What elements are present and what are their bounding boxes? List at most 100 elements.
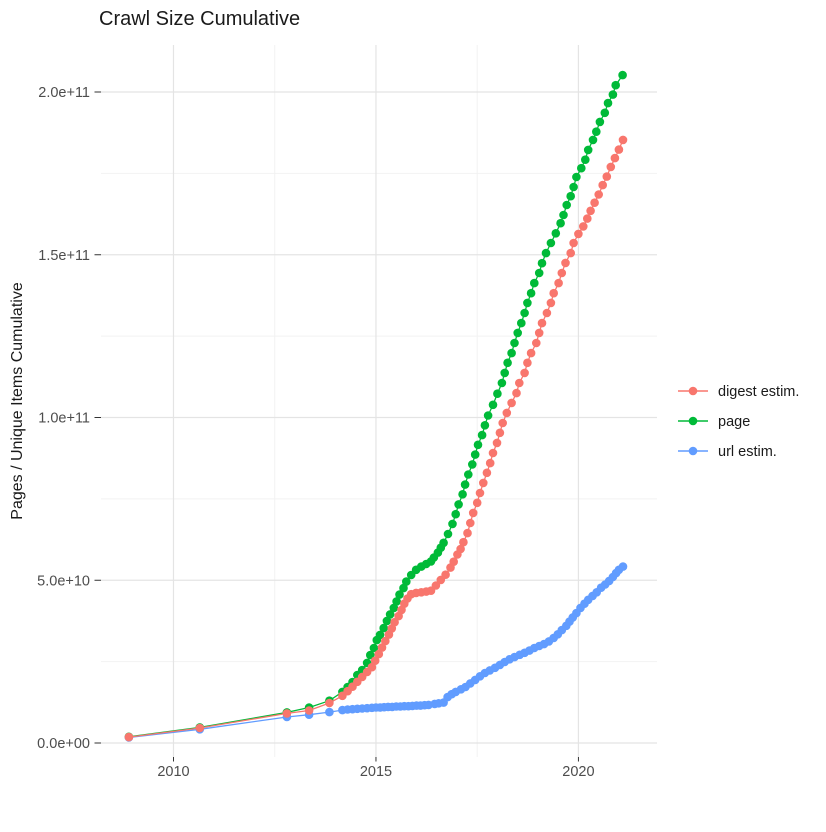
data-point-digest (590, 198, 599, 207)
data-point-page (379, 623, 389, 633)
data-point-url (325, 707, 334, 717)
data-point-digest (304, 706, 314, 715)
data-point-digest (579, 222, 588, 231)
data-point-page (369, 643, 379, 653)
data-point-page (592, 127, 601, 136)
data-point-page (483, 411, 493, 420)
data-point-page (443, 529, 453, 539)
data-point-page (385, 610, 395, 619)
data-point-page (389, 603, 399, 613)
legend-key-point-url (688, 446, 698, 456)
data-point-digest (614, 145, 624, 154)
data-point-digest (449, 557, 459, 566)
data-point-digest (498, 418, 508, 428)
data-point-digest (195, 723, 205, 733)
data-point-digest (542, 308, 552, 318)
series-page (124, 70, 627, 742)
data-point-page (517, 318, 526, 328)
data-point-digest (325, 698, 334, 708)
data-point-page (595, 117, 605, 127)
y-axis-title: Pages / Unique Items Cumulative (9, 282, 26, 520)
data-point-page (402, 577, 411, 586)
data-point-digest (502, 408, 512, 418)
data-point-page (507, 348, 516, 358)
data-point-digest (377, 643, 387, 652)
data-point-digest (507, 398, 516, 408)
data-point-digest (374, 649, 384, 659)
data-point-page (510, 338, 519, 348)
data-point-digest (370, 656, 380, 665)
data-point-digest (492, 438, 502, 448)
data-point-page (488, 400, 498, 410)
gridlines-minor (101, 45, 657, 757)
axis-ticks (94, 91, 579, 762)
data-point-page (493, 389, 502, 399)
y-tick-label: 1.5e+11 (38, 248, 90, 264)
data-point-page (581, 155, 590, 164)
data-point-url (618, 562, 628, 571)
y-tick-label: 5.0e+10 (37, 573, 90, 589)
data-point-page (569, 182, 578, 192)
legend-label-digest: digest estim. (718, 384, 799, 400)
data-point-page (608, 90, 618, 99)
legend-key-point-digest (688, 386, 698, 396)
legend-key-point-page (688, 416, 698, 426)
series-url (124, 562, 628, 742)
data-point-digest (390, 617, 399, 627)
data-point-digest (459, 537, 468, 547)
data-point-page (551, 229, 561, 238)
chart-title: Crawl Size Cumulative (99, 8, 300, 30)
data-point-digest (610, 153, 620, 163)
data-point-page (588, 135, 598, 145)
data-point-digest (594, 190, 603, 199)
data-point-page (399, 583, 408, 593)
data-point-page (556, 218, 565, 228)
x-axis-tick-labels: 2010 2015 2020 (157, 764, 594, 780)
data-point-page (537, 258, 547, 268)
data-point-digest (561, 258, 570, 268)
data-point-page (464, 470, 473, 479)
data-point-digest (537, 318, 547, 328)
data-point-page (454, 500, 463, 509)
legend-label-page: page (718, 414, 750, 430)
data-point-digest (381, 636, 390, 646)
data-point-digest (495, 428, 505, 438)
data-point-page (534, 268, 544, 278)
data-point-page (546, 238, 556, 248)
data-point-digest (583, 214, 592, 223)
y-tick-label: 2.0e+11 (38, 85, 90, 101)
legend: digest estim. page url estim. (678, 384, 799, 460)
series-layer (124, 70, 628, 742)
data-point-digest (431, 581, 441, 590)
data-point-digest (485, 458, 495, 468)
data-point-digest (463, 528, 472, 538)
data-point-digest (367, 662, 377, 672)
x-tick-label: 2020 (562, 764, 594, 780)
y-axis-tick-labels: 0.0e+00 5.0e+10 1.0e+11 1.5e+11 2.0e+11 (37, 85, 90, 752)
data-point-page (618, 70, 627, 80)
data-point-digest (586, 206, 595, 216)
data-point-page (460, 480, 470, 489)
data-point-page (366, 650, 375, 660)
data-point-page (473, 440, 483, 450)
data-point-digest (282, 709, 292, 718)
data-point-digest (549, 288, 558, 298)
data-point-page (530, 278, 539, 288)
data-point-digest (554, 278, 563, 288)
data-point-page (382, 616, 392, 626)
data-point-page (503, 358, 512, 368)
data-point-page (470, 450, 480, 459)
data-point-page (395, 590, 404, 599)
data-point-page (523, 298, 532, 308)
legend-entry-url: url estim. (678, 444, 777, 460)
data-point-digest (472, 498, 482, 508)
data-point-digest (466, 518, 475, 528)
data-point-page (439, 538, 448, 548)
data-point-page (583, 145, 593, 155)
data-point-digest (479, 478, 488, 488)
data-point-digest (512, 388, 521, 398)
data-point-page (541, 248, 551, 258)
x-tick-label: 2010 (157, 764, 189, 780)
data-point-page (600, 108, 610, 118)
